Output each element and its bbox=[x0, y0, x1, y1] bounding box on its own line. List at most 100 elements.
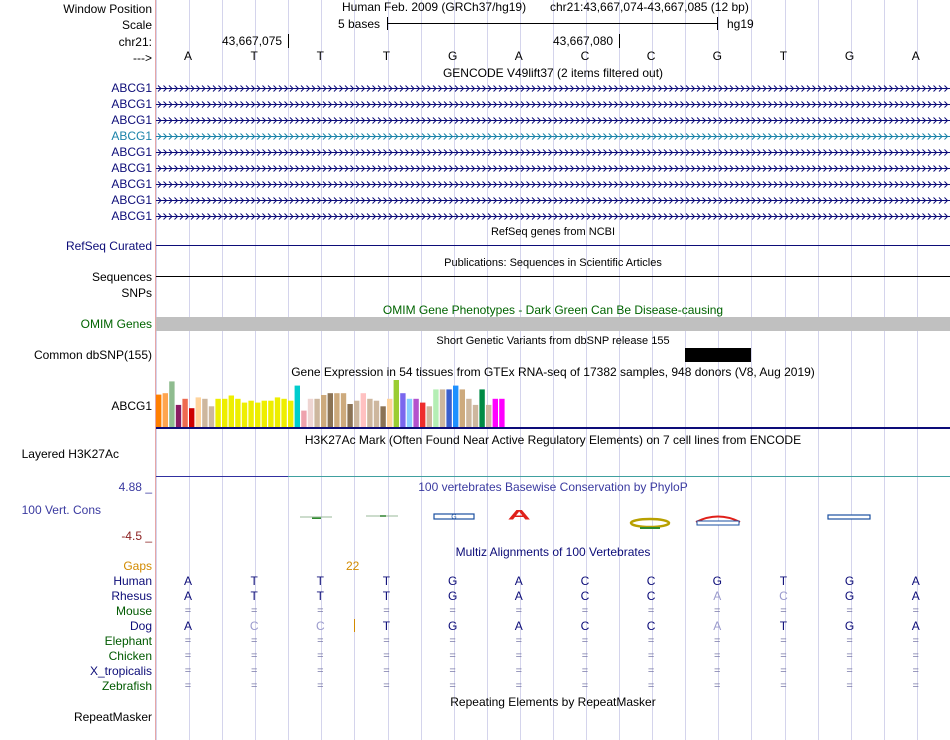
gtex-tissue-bar[interactable] bbox=[195, 397, 201, 427]
gencode-row-label[interactable]: ABCG1 bbox=[111, 161, 152, 175]
gtex-tissue-bar[interactable] bbox=[255, 402, 261, 427]
refseq-gene-line[interactable] bbox=[156, 245, 950, 246]
gtex-tissue-bar[interactable] bbox=[248, 400, 254, 427]
gtex-tissue-bar[interactable] bbox=[420, 402, 426, 427]
sequences-label[interactable]: Sequences bbox=[91, 270, 152, 284]
gtex-tissue-bar[interactable] bbox=[393, 380, 399, 427]
gtex-tissue-bar[interactable] bbox=[169, 381, 175, 427]
gtex-tissue-bar[interactable] bbox=[327, 393, 333, 427]
omim-genes-label[interactable]: OMIM Genes bbox=[80, 317, 152, 331]
alignment-base: = bbox=[581, 635, 589, 647]
gtex-tissue-bar[interactable] bbox=[215, 398, 221, 427]
gtex-tissue-bar[interactable] bbox=[426, 406, 432, 427]
gtex-tissue-bar[interactable] bbox=[314, 398, 320, 427]
gtex-tissue-bar[interactable] bbox=[387, 398, 393, 427]
phylop-logo-area[interactable]: G A bbox=[156, 505, 950, 535]
gtex-tissue-bar[interactable] bbox=[156, 394, 162, 427]
species-label[interactable]: Chicken bbox=[108, 649, 152, 663]
gtex-tissue-bar[interactable] bbox=[479, 389, 485, 427]
gtex-tissue-bar[interactable] bbox=[373, 400, 380, 427]
gtex-tissue-bar[interactable] bbox=[446, 389, 452, 427]
gtex-tissue-bar[interactable] bbox=[459, 389, 465, 427]
gencode-row-label[interactable]: ABCG1 bbox=[111, 81, 152, 95]
gtex-tissue-bar[interactable] bbox=[466, 398, 472, 427]
gencode-row-label[interactable]: ABCG1 bbox=[111, 177, 152, 191]
gtex-tissue-bar[interactable] bbox=[162, 393, 168, 427]
gtex-tissue-bar[interactable] bbox=[354, 400, 360, 427]
track-image[interactable]: Human Feb. 2009 (GRCh37/hg19) chr21:43,6… bbox=[156, 0, 950, 740]
gtex-tissue-bar[interactable] bbox=[453, 385, 459, 427]
alignment-base: A bbox=[911, 589, 920, 603]
gtex-tissue-bar[interactable] bbox=[380, 406, 386, 427]
h3k27ac-signal-line-b[interactable] bbox=[288, 476, 950, 477]
gtex-tissue-bar[interactable] bbox=[492, 398, 498, 427]
gtex-tissue-bar[interactable] bbox=[360, 393, 366, 427]
gtex-tissue-bar[interactable] bbox=[340, 393, 347, 427]
gencode-row-label[interactable]: ABCG1 bbox=[111, 97, 152, 111]
gencode-row-label[interactable]: ABCG1 bbox=[111, 145, 152, 159]
gtex-tissue-bar[interactable] bbox=[472, 404, 479, 427]
gtex-tissue-bar[interactable] bbox=[367, 398, 373, 427]
common-dbsnp-label[interactable]: Common dbSNP(155) bbox=[33, 348, 152, 362]
gtex-tissue-bar[interactable] bbox=[301, 410, 307, 427]
gtex-tissue-bar[interactable] bbox=[486, 404, 492, 427]
gencode-row-label[interactable]: ABCG1 bbox=[111, 129, 152, 143]
gtex-gene-label[interactable]: ABCG1 bbox=[111, 399, 152, 413]
vert-cons-label[interactable]: 100 Vert. Cons bbox=[21, 503, 101, 517]
gtex-tissue-bar[interactable] bbox=[288, 400, 294, 427]
gtex-tissue-bar[interactable] bbox=[294, 385, 300, 427]
omim-gene-bar[interactable] bbox=[156, 317, 950, 331]
gtex-tissue-bar[interactable] bbox=[222, 398, 228, 427]
gtex-tissue-bar[interactable] bbox=[334, 393, 340, 427]
gtex-tissue-bar[interactable] bbox=[175, 404, 182, 427]
publications-line[interactable] bbox=[156, 276, 950, 277]
gtex-tissue-bar[interactable] bbox=[182, 398, 188, 427]
species-label[interactable]: Rhesus bbox=[111, 589, 152, 603]
h3k27ac-signal-line-a[interactable] bbox=[156, 476, 288, 477]
layered-h3k27ac-label[interactable]: Layered H3K27Ac bbox=[21, 447, 119, 461]
repeatmasker-label[interactable]: RepeatMasker bbox=[73, 710, 152, 724]
species-label[interactable]: Dog bbox=[129, 619, 152, 633]
gtex-tissue-bar[interactable] bbox=[274, 397, 281, 427]
gencode-transcript[interactable] bbox=[156, 100, 950, 109]
gtex-tissue-bar[interactable] bbox=[208, 406, 215, 427]
gencode-transcript[interactable] bbox=[156, 180, 950, 189]
gencode-row-label[interactable]: ABCG1 bbox=[111, 209, 152, 223]
gencode-transcript[interactable] bbox=[156, 148, 950, 157]
gtex-tissue-bar[interactable] bbox=[268, 400, 274, 427]
species-label[interactable]: X_tropicalis bbox=[89, 664, 152, 678]
gtex-tissue-bar[interactable] bbox=[347, 404, 353, 427]
gtex-tissue-bar[interactable] bbox=[202, 398, 208, 427]
species-label[interactable]: Elephant bbox=[104, 634, 152, 648]
gencode-transcript[interactable] bbox=[156, 196, 950, 205]
gtex-tissue-bar[interactable] bbox=[321, 395, 327, 427]
gtex-tissue-bar[interactable] bbox=[307, 398, 314, 427]
gtex-tissue-bar[interactable] bbox=[433, 389, 439, 427]
dbsnp-variant-block[interactable] bbox=[685, 348, 751, 362]
gencode-transcript[interactable] bbox=[156, 116, 950, 125]
gtex-tissue-bar[interactable] bbox=[400, 393, 406, 427]
gencode-row-label[interactable]: ABCG1 bbox=[111, 193, 152, 207]
species-label[interactable]: Zebrafish bbox=[101, 679, 152, 693]
alignment-base: = bbox=[780, 680, 787, 692]
gtex-tissue-bar[interactable] bbox=[413, 398, 419, 427]
gtex-tissue-bar[interactable] bbox=[439, 389, 446, 427]
gencode-transcript[interactable] bbox=[156, 212, 950, 221]
species-label[interactable]: Mouse bbox=[115, 604, 152, 618]
gtex-tissue-bar[interactable] bbox=[235, 398, 241, 427]
gtex-tissue-bar[interactable] bbox=[406, 398, 413, 427]
gencode-transcript[interactable] bbox=[156, 164, 950, 173]
gencode-transcript[interactable] bbox=[156, 132, 950, 141]
snps-label[interactable]: SNPs bbox=[121, 286, 152, 300]
refseq-curated-label[interactable]: RefSeq Curated bbox=[65, 239, 152, 253]
gtex-tissue-bar[interactable] bbox=[228, 395, 234, 428]
gtex-tissue-bar[interactable] bbox=[261, 400, 267, 427]
gencode-row-label[interactable]: ABCG1 bbox=[111, 113, 152, 127]
gtex-bar-chart[interactable] bbox=[156, 380, 556, 427]
gtex-tissue-bar[interactable] bbox=[189, 408, 195, 427]
gencode-transcript[interactable] bbox=[156, 84, 950, 93]
gtex-tissue-bar[interactable] bbox=[281, 398, 287, 427]
gtex-tissue-bar[interactable] bbox=[241, 402, 248, 427]
gtex-tissue-bar[interactable] bbox=[499, 398, 505, 427]
species-label[interactable]: Human bbox=[113, 574, 152, 588]
